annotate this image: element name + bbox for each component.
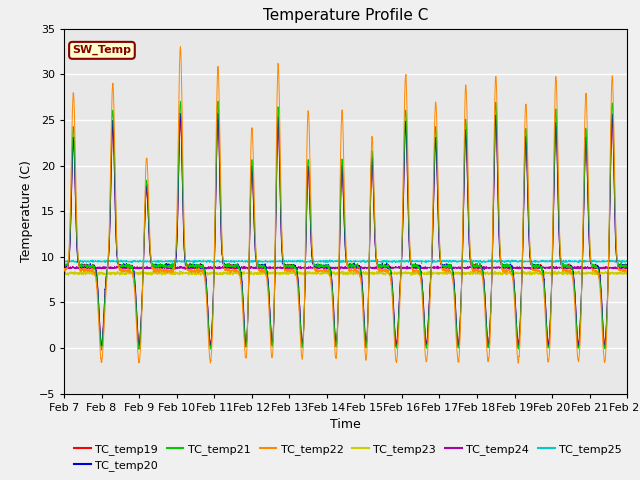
TC_temp24 [453, 265, 461, 271]
TC_temp22 [60, 266, 68, 272]
TC_temp24 [525, 266, 533, 272]
TC_temp25 [487, 257, 495, 263]
TC_temp20 [60, 262, 68, 268]
Legend: TC_temp19, TC_temp20, TC_temp21, TC_temp22, TC_temp23, TC_temp24, TC_temp25: TC_temp19, TC_temp20, TC_temp21, TC_temp… [70, 439, 627, 476]
TC_temp22 [453, 351, 461, 357]
TC_temp22 [525, 215, 533, 221]
TC_temp23 [417, 270, 425, 276]
Y-axis label: Temperature (C): Temperature (C) [20, 160, 33, 262]
TC_temp19 [623, 264, 631, 270]
TC_temp22 [177, 44, 184, 49]
Line: TC_temp21: TC_temp21 [64, 101, 627, 350]
TC_temp20 [417, 270, 425, 276]
TC_temp21 [454, 341, 461, 347]
TC_temp25 [418, 261, 426, 266]
TC_temp19 [417, 268, 425, 274]
Line: TC_temp22: TC_temp22 [64, 47, 627, 363]
TC_temp19 [515, 342, 522, 348]
TC_temp20 [214, 110, 221, 116]
TC_temp20 [483, 334, 491, 339]
TC_temp23 [60, 271, 68, 276]
TC_temp22 [239, 310, 246, 316]
TC_temp23 [453, 271, 461, 277]
TC_temp20 [453, 336, 461, 341]
TC_temp21 [525, 224, 533, 230]
TC_temp24 [239, 265, 246, 271]
TC_temp19 [453, 332, 461, 337]
X-axis label: Time: Time [330, 418, 361, 431]
TC_temp19 [525, 228, 532, 234]
TC_temp24 [444, 263, 452, 269]
TC_temp24 [453, 265, 461, 271]
TC_temp19 [453, 329, 461, 335]
TC_temp25 [623, 259, 631, 264]
TC_temp22 [515, 360, 522, 366]
TC_temp21 [453, 339, 461, 345]
TC_temp20 [453, 334, 461, 340]
Line: TC_temp20: TC_temp20 [64, 113, 627, 348]
TC_temp21 [214, 98, 222, 104]
TC_temp20 [623, 263, 631, 268]
TC_temp20 [515, 345, 522, 351]
Line: TC_temp24: TC_temp24 [64, 266, 627, 270]
TC_temp21 [60, 264, 68, 270]
TC_temp22 [453, 348, 461, 354]
TC_temp23 [239, 271, 246, 276]
TC_temp22 [417, 281, 425, 287]
TC_temp25 [239, 258, 246, 264]
Title: Temperature Profile C: Temperature Profile C [263, 9, 428, 24]
TC_temp21 [417, 273, 425, 279]
Line: TC_temp19: TC_temp19 [64, 119, 627, 345]
TC_temp25 [453, 260, 461, 265]
TC_temp25 [483, 259, 491, 264]
TC_temp20 [239, 293, 246, 299]
TC_temp23 [525, 270, 533, 276]
Text: SW_Temp: SW_Temp [72, 45, 131, 56]
TC_temp19 [608, 116, 616, 121]
TC_temp20 [525, 237, 533, 242]
TC_temp25 [60, 258, 68, 264]
TC_temp22 [483, 349, 491, 355]
TC_temp21 [623, 263, 631, 268]
TC_temp25 [525, 258, 533, 264]
TC_temp19 [60, 264, 68, 269]
Line: TC_temp25: TC_temp25 [64, 260, 627, 264]
TC_temp23 [453, 270, 461, 276]
TC_temp25 [417, 258, 425, 264]
TC_temp19 [483, 329, 491, 335]
TC_temp21 [97, 347, 105, 353]
TC_temp24 [483, 264, 491, 270]
TC_temp24 [623, 264, 631, 270]
TC_temp22 [623, 268, 631, 274]
TC_temp23 [324, 268, 332, 274]
TC_temp24 [481, 267, 488, 273]
TC_temp21 [483, 339, 491, 345]
TC_temp23 [623, 270, 631, 276]
TC_temp21 [239, 302, 247, 308]
Line: TC_temp23: TC_temp23 [64, 271, 627, 276]
TC_temp23 [509, 273, 516, 279]
TC_temp25 [453, 258, 461, 264]
TC_temp19 [239, 290, 246, 296]
TC_temp23 [483, 270, 491, 276]
TC_temp24 [60, 265, 68, 271]
TC_temp24 [417, 264, 425, 270]
